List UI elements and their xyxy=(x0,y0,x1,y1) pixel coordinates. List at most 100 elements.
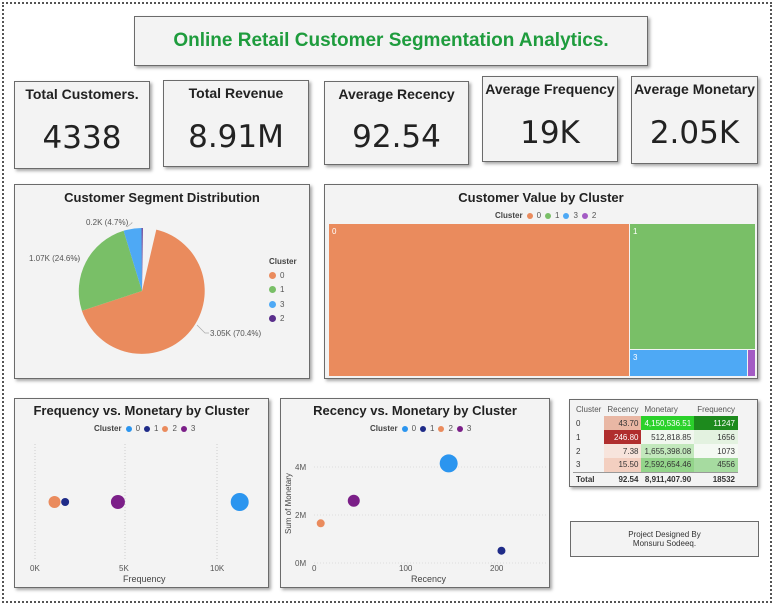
table-row[interactable]: 3 15.50 2,592,654.46 4556 xyxy=(573,458,738,472)
scatter2-title: Recency vs. Monetary by Cluster xyxy=(313,403,517,418)
kpi-total-customers[interactable]: Total Customers. 4338 xyxy=(14,81,150,169)
pie-legend-item-3[interactable]: 3 xyxy=(269,300,284,309)
treemap-legend-title: Cluster xyxy=(495,211,523,220)
pie-label-cluster-3: 0.2K (4.7%) xyxy=(86,218,129,227)
treemap-legend: Cluster 0 1 3 2 xyxy=(495,211,596,220)
scatter1-legend-item-0[interactable]: 0 xyxy=(135,424,141,433)
column-header[interactable]: Recency xyxy=(607,404,639,414)
scatter1-point-cluster-0[interactable] xyxy=(230,493,249,511)
scatter1-legend: Cluster 0 1 2 3 xyxy=(94,424,195,433)
treemap-panel[interactable]: Customer Value by Cluster Cluster 0 1 3 … xyxy=(324,184,758,379)
scatter2-legend-item-0[interactable]: 0 xyxy=(411,424,417,433)
recency-monetary-panel[interactable]: Recency vs. Monetary by Cluster Cluster … xyxy=(280,398,550,588)
treemap-tile-cluster-1[interactable]: 1 xyxy=(630,224,755,349)
legend-dot-icon xyxy=(563,212,570,219)
kpi-total-revenue[interactable]: Total Revenue 8.91M xyxy=(163,80,309,167)
treemap-tile-label: 3 xyxy=(633,353,638,362)
scatter1-point-cluster-1[interactable] xyxy=(61,498,70,506)
cell-frequency: 4556 xyxy=(694,458,738,472)
cell-cluster: 0 xyxy=(576,418,581,428)
pie-legend-item-0[interactable]: 0 xyxy=(269,271,284,280)
pie-label-cluster-0: 3.05K (70.4%) xyxy=(210,329,261,338)
pie-slice-cluster-3[interactable] xyxy=(123,228,142,291)
legend-dot-icon xyxy=(125,425,132,432)
matrix-panel[interactable]: Cluster Recency Monetary Frequency 0 43.… xyxy=(569,399,758,487)
cell-cluster: 2 xyxy=(576,446,581,456)
scatter1-point-cluster-3[interactable] xyxy=(110,495,125,509)
cell-monetary: 1,655,398.08 xyxy=(641,444,695,458)
credit-box: Project Designed By Monsuru Sodeeq. xyxy=(570,521,759,557)
pie-chart-svg: 0.2K (4.7%) 1.07K (24.6%) 3.05K (70.4%) xyxy=(29,218,261,354)
pie-slice-cluster-1[interactable] xyxy=(78,230,142,311)
scatter2-legend-title: Cluster xyxy=(370,424,398,433)
kpi-average-monetary[interactable]: Average Monetary 2.05K xyxy=(631,76,758,164)
scatter2-legend-item-3[interactable]: 3 xyxy=(466,424,472,433)
kpi-value: 19K xyxy=(520,115,580,151)
kpi-value: 2.05K xyxy=(649,115,740,151)
legend-dot-icon xyxy=(269,301,276,308)
scatter2-legend-item-2[interactable]: 2 xyxy=(448,424,453,433)
cell-total-recency: 92.54 xyxy=(604,471,642,486)
dashboard-title-card: Online Retail Customer Segmentation Anal… xyxy=(134,16,648,66)
treemap-tile-cluster-3[interactable]: 3 xyxy=(630,350,747,376)
pie-chart-panel[interactable]: Customer Segment Distribution 0.2K (4.7%… xyxy=(14,184,310,379)
credit-line-2: Monsuru Sodeeq. xyxy=(632,539,697,548)
scatter1-title: Frequency vs. Monetary by Cluster xyxy=(33,403,250,418)
kpi-average-recency[interactable]: Average Recency 92.54 xyxy=(324,81,469,165)
scatter2-ytick: 4M xyxy=(295,463,306,472)
scatter2-point-cluster-3[interactable] xyxy=(347,494,360,507)
cell-total-label: Total xyxy=(573,471,605,486)
column-header[interactable]: Frequency xyxy=(697,404,735,414)
kpi-label: Average Monetary xyxy=(634,81,755,97)
scatter1-xtick: 0K xyxy=(30,564,40,573)
treemap-title: Customer Value by Cluster xyxy=(458,190,624,205)
scatter2-ytick: 0M xyxy=(295,559,306,568)
legend-dot-icon xyxy=(581,212,588,219)
kpi-average-frequency[interactable]: Average Frequency 19K xyxy=(482,76,618,162)
table-row[interactable]: 0 43.70 4,150,536.51 11247 xyxy=(573,416,738,430)
treemap-legend-item-1[interactable]: 1 xyxy=(555,211,560,220)
treemap-legend-item-0[interactable]: 0 xyxy=(536,211,542,220)
scatter1-legend-item-1[interactable]: 1 xyxy=(154,424,159,433)
pie-slice-cluster-2[interactable] xyxy=(141,227,143,291)
legend-dot-icon xyxy=(269,272,276,279)
scatter1-legend-item-2[interactable]: 2 xyxy=(172,424,177,433)
cell-total-frequency: 18532 xyxy=(694,471,738,486)
kpi-value: 92.54 xyxy=(352,119,441,155)
legend-label: 0 xyxy=(280,271,285,280)
pie-slice-cluster-0[interactable] xyxy=(81,229,205,354)
legend-dot-icon xyxy=(420,425,427,432)
kpi-value: 8.91M xyxy=(188,119,284,155)
treemap-tile-cluster-0[interactable]: 0 xyxy=(329,224,629,376)
treemap-tile-label: 0 xyxy=(332,227,337,236)
frequency-monetary-panel[interactable]: Frequency vs. Monetary by Cluster Cluste… xyxy=(14,398,269,588)
table-row[interactable]: 2 7.38 1,655,398.08 1073 xyxy=(573,444,738,458)
pie-legend-item-1[interactable]: 1 xyxy=(269,285,284,294)
scatter2-point-cluster-2[interactable] xyxy=(316,519,325,528)
column-header[interactable]: Monetary xyxy=(644,404,678,414)
scatter1-legend-item-3[interactable]: 3 xyxy=(190,424,196,433)
cell-frequency: 11247 xyxy=(694,416,738,430)
scatter2-xtick: 100 xyxy=(399,564,413,573)
treemap-legend-item-2[interactable]: 2 xyxy=(591,211,597,220)
legend-label: 1 xyxy=(280,285,285,294)
legend-dot-icon xyxy=(526,212,533,219)
cell-recency: 7.38 xyxy=(604,444,642,458)
treemap-tile-cluster-2[interactable] xyxy=(748,350,755,376)
scatter1-point-cluster-2[interactable] xyxy=(48,496,61,508)
legend-dot-icon xyxy=(162,425,169,432)
table-header-row: Cluster Recency Monetary Frequency xyxy=(573,402,738,416)
legend-label: 2 xyxy=(280,314,285,323)
cell-frequency: 1656 xyxy=(694,430,738,444)
scatter1-xtick: 10K xyxy=(210,564,225,573)
pie-legend-title: Cluster xyxy=(269,257,297,266)
scatter2-legend-item-1[interactable]: 1 xyxy=(430,424,435,433)
pie-legend-item-2[interactable]: 2 xyxy=(269,314,284,323)
treemap-legend-item-3[interactable]: 3 xyxy=(573,211,578,220)
table-row[interactable]: 1 246.80 512,818.85 1656 xyxy=(573,430,738,444)
legend-dot-icon xyxy=(144,425,151,432)
scatter2-point-cluster-0[interactable] xyxy=(439,454,458,473)
cell-recency: 15.50 xyxy=(604,458,642,472)
column-header[interactable]: Cluster xyxy=(576,404,602,414)
scatter2-point-cluster-1[interactable] xyxy=(497,546,506,555)
